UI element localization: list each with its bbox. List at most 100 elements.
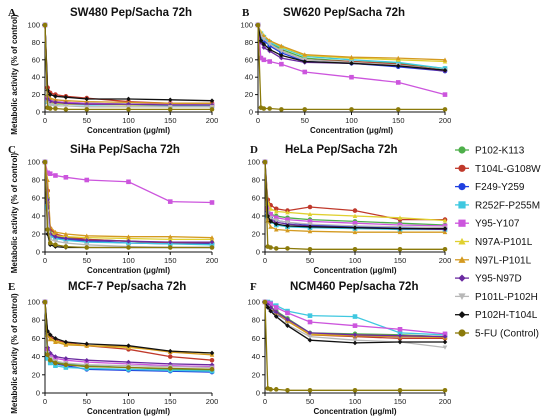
series-line (264, 161, 445, 250)
x-axis-label: Concentration (μg/ml) (313, 407, 396, 416)
legend-marker (458, 219, 466, 227)
x-tick-label: 100 (349, 256, 362, 265)
y-tick-label: 60 (32, 334, 40, 343)
data-point (279, 43, 284, 48)
data-point (42, 159, 48, 165)
data-point (442, 229, 448, 235)
series-line (44, 301, 213, 368)
data-point (352, 213, 358, 218)
series-5-fu-control (255, 22, 448, 112)
data-point (397, 247, 403, 252)
y-tick-label: 100 (27, 21, 40, 30)
data-point (395, 60, 401, 65)
data-point (302, 107, 308, 112)
panel-letter: E (8, 281, 15, 293)
panel-c: C SiHa Pep/Sacha 72h 0 20 40 60 80 100 0 50 100 150… (8, 144, 218, 275)
x-tick-label: 0 (263, 397, 267, 406)
y-axis-label: Metabolic activity (% of control) (10, 152, 19, 273)
series-p101l-p102h (42, 300, 215, 370)
series-n97a-p101l (262, 159, 448, 223)
data-point (261, 36, 267, 42)
data-point (352, 247, 358, 252)
data-point (302, 69, 308, 75)
y-tick-label: 0 (36, 389, 40, 398)
x-axis-label: Concentration (μg/ml) (310, 126, 393, 135)
data-point (53, 363, 58, 368)
data-point (442, 92, 448, 97)
data-point (53, 94, 58, 99)
series-line (44, 24, 212, 104)
series-y95-y107 (42, 159, 215, 205)
y-tick-label: 60 (252, 194, 260, 203)
x-tick-label: 0 (263, 256, 267, 265)
series-n97l-p101l (42, 22, 215, 106)
legend-label: N97A-P101L (475, 237, 533, 248)
data-point (47, 332, 53, 338)
legend-label: Y95-Y107 (475, 219, 520, 230)
data-point (53, 354, 58, 359)
data-point (349, 107, 354, 112)
y-axis-label: Metabolic activity (% of control) (10, 14, 19, 135)
y-tick-label: 100 (27, 298, 40, 307)
panel-title: SW480 Pep/Sacha 72h (70, 7, 192, 19)
data-point (47, 171, 53, 176)
y-tick-label: 60 (252, 334, 260, 343)
legend-label: 5-FU (Control) (475, 329, 539, 340)
data-point (261, 57, 267, 63)
series-n97l-p101l (262, 159, 448, 235)
x-tick-label: 100 (345, 116, 358, 125)
y-tick-label: 100 (247, 298, 260, 307)
data-point (279, 107, 284, 112)
x-tick-label: 0 (43, 256, 47, 265)
data-point (63, 244, 69, 249)
y-tick-label: 20 (32, 370, 40, 379)
legend-entry-y95-y107: Y95-Y107 (455, 219, 520, 230)
data-point (63, 94, 69, 100)
x-tick-label: 0 (256, 116, 260, 125)
x-tick-label: 200 (439, 256, 452, 265)
data-point (126, 359, 131, 365)
data-point (307, 229, 313, 234)
data-point (395, 80, 401, 85)
x-tick-label: 50 (83, 256, 91, 265)
legend-entry-p101l-p102h: P101L-P102H (455, 292, 538, 303)
data-point (268, 387, 273, 392)
data-point (45, 170, 50, 176)
data-point (47, 357, 53, 363)
data-point (273, 227, 279, 232)
data-point (63, 356, 69, 361)
legend-marker (458, 293, 466, 300)
panel-b: B SW620 Pep/Sacha 72h 0 20 40 60 80 100 0 50 100 15… (240, 7, 451, 135)
data-point (63, 362, 69, 368)
panel-a: A SW480 Pep/Sacha 72h 0 20 40 60 80 100 0 50 100 15… (8, 7, 218, 135)
series-line (44, 24, 212, 106)
data-point (307, 211, 313, 217)
data-point (63, 342, 69, 347)
y-tick-label: 100 (247, 158, 260, 167)
y-tick-label: 100 (27, 158, 40, 167)
data-point (268, 219, 273, 224)
data-point (63, 339, 69, 345)
series-p102h-t104l (42, 22, 215, 103)
data-point (42, 299, 48, 305)
data-point (268, 206, 273, 211)
series-line (44, 161, 212, 245)
data-point (53, 360, 58, 366)
data-point (167, 354, 173, 359)
data-point (167, 245, 173, 250)
data-point (209, 235, 215, 240)
x-axis-label: Concentration (μg/ml) (87, 407, 170, 416)
data-point (267, 42, 272, 47)
y-tick-label: 20 (32, 230, 40, 239)
data-point (307, 219, 313, 224)
data-point (84, 177, 90, 183)
data-point (84, 238, 90, 243)
data-point (167, 348, 173, 354)
data-point (442, 218, 448, 223)
series-p102h-t104l (255, 22, 448, 73)
data-point (53, 339, 58, 344)
data-point (167, 97, 173, 103)
data-point (53, 100, 58, 105)
series-line (44, 24, 212, 104)
data-point (352, 338, 358, 343)
